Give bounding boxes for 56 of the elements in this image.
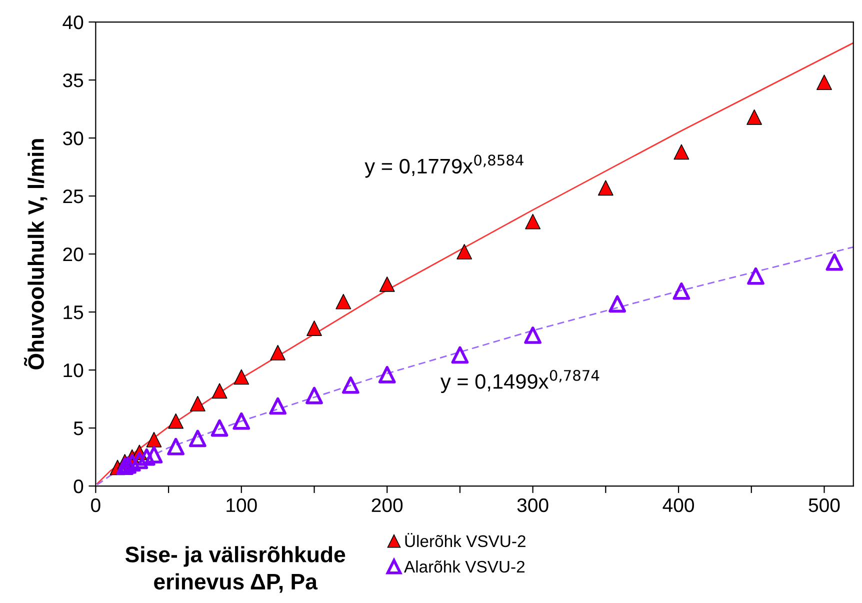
point: [212, 383, 228, 399]
y-tick-label: 15: [64, 306, 84, 320]
annotation: y = 0,1499x$^{0,7874}$: [440, 370, 600, 394]
line-series: [96, 42, 854, 484]
legend-label: Ülerõhk VSVU-2: [405, 532, 526, 548]
x-tick-label: 500: [808, 498, 840, 512]
point: [306, 320, 322, 336]
point: [167, 438, 184, 456]
y-axis-title: Õhuvooluhulk V, l/min: [24, 139, 48, 370]
y-tick-label: 25: [63, 189, 84, 204]
point: [674, 144, 690, 160]
x-tick-label: 0: [91, 498, 100, 512]
y-tick-label: 30: [62, 131, 84, 146]
point: [672, 282, 690, 300]
point: [130, 452, 148, 470]
y-tick-label: 0: [74, 479, 84, 494]
point: [168, 413, 184, 429]
point: [524, 326, 542, 344]
point: [826, 253, 844, 271]
point: [145, 446, 163, 464]
point: [746, 109, 762, 125]
point: [451, 346, 469, 364]
point: [378, 366, 396, 384]
point: [234, 369, 250, 385]
x-tick-label: 300: [517, 498, 548, 512]
y-tick-label: 20: [63, 247, 84, 262]
y-tick-label: 40: [62, 15, 84, 30]
point: [138, 448, 156, 466]
point: [379, 276, 395, 292]
x-tick-label: 100: [226, 498, 257, 512]
x-tick-label: 400: [662, 498, 694, 512]
point: [269, 397, 286, 415]
point: [190, 396, 206, 412]
x-axis-title: Sise- ja välisrõhkude erinevus ΔP, Pa: [125, 546, 346, 593]
point: [123, 454, 141, 472]
point: [456, 244, 472, 260]
point: [336, 294, 352, 310]
point: [232, 412, 250, 430]
point: [747, 267, 764, 285]
point: [525, 214, 541, 230]
point: [816, 74, 832, 90]
point: [116, 458, 134, 475]
y-tick-label: 10: [64, 363, 84, 378]
legend-label: Alarõhk VSVU-2: [404, 560, 524, 573]
point: [189, 430, 206, 448]
point: [146, 432, 162, 448]
point: [342, 376, 360, 394]
annotation: y = 0,1779x$^{0,8584}$: [364, 154, 524, 178]
x-tick-label: 200: [372, 498, 403, 512]
point: [306, 386, 323, 404]
point: [270, 344, 286, 360]
point: [608, 295, 626, 313]
y-tick-label: 5: [74, 422, 84, 436]
point: [598, 180, 614, 196]
point: [210, 419, 228, 437]
y-tick-label: 35: [62, 73, 84, 88]
